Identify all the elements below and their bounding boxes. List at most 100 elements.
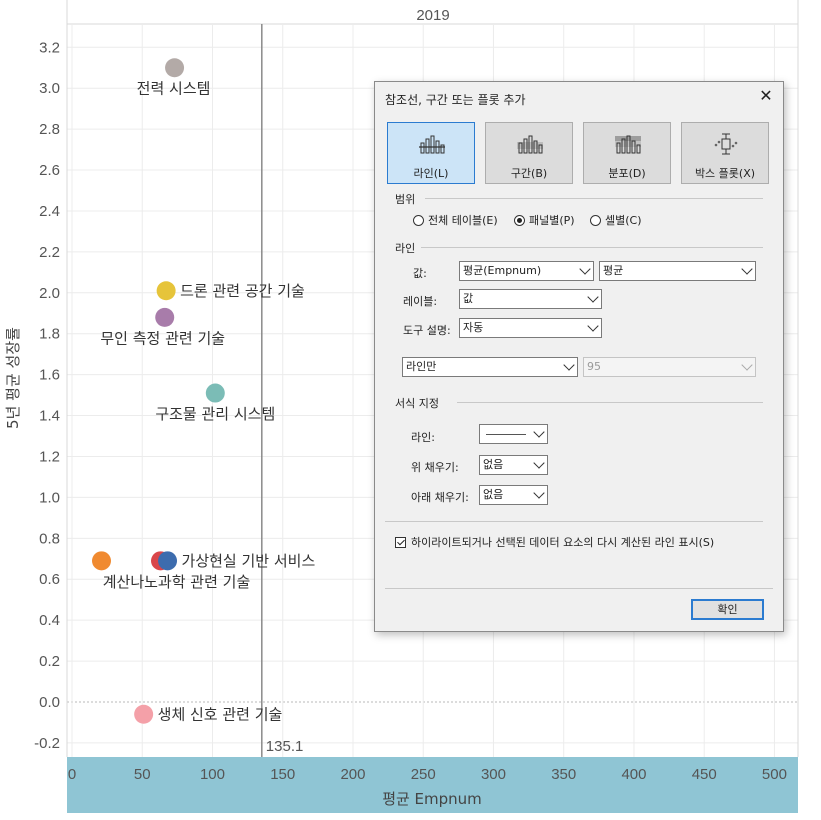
data-point[interactable]: [155, 307, 175, 327]
y-tick-label: 1.8: [39, 326, 60, 343]
close-icon[interactable]: ✕: [759, 86, 773, 105]
line-mode-icon: [419, 135, 445, 154]
x-tick-label: 400: [621, 766, 646, 783]
scope-table-radio[interactable]: 전체 테이블(E): [413, 212, 498, 227]
x-tick-label: 150: [270, 766, 295, 783]
radio-icon: [590, 215, 601, 226]
y-tick-label: -0.2: [34, 735, 60, 752]
value-agg-text: 평균: [603, 264, 624, 277]
chevron-down-icon: [533, 457, 545, 469]
data-point[interactable]: [165, 58, 185, 78]
format-line-label: 라인:: [411, 431, 435, 444]
x-axis-band: [67, 757, 798, 813]
chevron-down-icon: [563, 359, 575, 371]
confidence-text: 95: [587, 360, 601, 373]
mode-band-button[interactable]: 구간(B): [485, 122, 573, 184]
below-fill-select[interactable]: 없음: [479, 485, 548, 505]
label-select[interactable]: 값: [459, 289, 602, 309]
checkbox-checked-icon: [395, 537, 406, 548]
data-point[interactable]: [205, 383, 225, 403]
y-tick-label: 2.2: [39, 244, 60, 261]
y-tick-label: 0.8: [39, 530, 60, 547]
value-aggregation-select[interactable]: 평균: [599, 261, 756, 281]
line-type-text: 라인만: [406, 360, 437, 373]
header-band: [67, 0, 798, 24]
format-section-label: 서식 지정: [395, 397, 439, 410]
mode-line-button[interactable]: 라인(L): [387, 122, 475, 184]
data-point[interactable]: [134, 704, 154, 724]
y-tick-label: 1.6: [39, 367, 60, 384]
chevron-down-icon: [579, 263, 591, 275]
mode-boxplot-label: 박스 플롯(X): [694, 167, 756, 180]
tooltip-label: 도구 설명:: [403, 324, 451, 337]
x-tick-label: 250: [411, 766, 436, 783]
reference-line-label: 135.1: [266, 738, 304, 755]
point-label: 생체 신호 관련 기술: [158, 705, 283, 723]
data-point[interactable]: [156, 281, 176, 301]
distribution-mode-icon: [615, 135, 641, 154]
line-type-select[interactable]: 라인만: [402, 357, 578, 377]
scope-table-label: 전체 테이블(E): [428, 214, 498, 227]
chevron-down-icon: [533, 487, 545, 499]
band-mode-icon: [517, 135, 543, 154]
data-point[interactable]: [158, 551, 178, 571]
label-label: 레이블:: [403, 295, 438, 308]
checkbox-label: 하이라이트되거나 선택된 데이터 요소의 다시 계산된 라인 표시(S): [411, 536, 715, 549]
reference-line-dialog: 참조선, 구간 또는 플롯 추가 ✕ 라인(L) 구간(B) 분포(D) 박스 …: [374, 81, 784, 632]
tooltip-select-text: 자동: [463, 321, 484, 334]
y-axis-ticks: -0.2 0.0 0.2 0.4 0.6 0.8 1.0 1.2 1.4 1.6 1.8 2.0 2.2…: [34, 39, 60, 752]
data-point[interactable]: [92, 551, 112, 571]
chevron-down-icon: [533, 426, 545, 438]
y-tick-label: 0.6: [39, 571, 60, 588]
point-label: 계산나노과학 관련 기술: [103, 573, 251, 591]
above-fill-select[interactable]: 없음: [479, 455, 548, 475]
scope-cell-radio[interactable]: 셀별(C): [590, 212, 642, 227]
ok-button[interactable]: 확인: [691, 599, 764, 620]
chevron-down-icon: [587, 320, 599, 332]
mode-band-label: 구간(B): [510, 167, 548, 180]
y-tick-label: 0.0: [39, 694, 60, 711]
chevron-down-icon: [741, 263, 753, 275]
radio-icon: [413, 215, 424, 226]
below-fill-label: 아래 채우기:: [411, 491, 469, 504]
line-style-swatch: [486, 433, 526, 435]
value-field-select[interactable]: 평균(Empnum): [459, 261, 594, 281]
y-tick-label: 1.0: [39, 489, 60, 506]
value-field-text: 평균(Empnum): [463, 264, 542, 277]
tooltip-select[interactable]: 자동: [459, 318, 602, 338]
y-tick-label: 3.2: [39, 39, 60, 56]
x-tick-label: 350: [551, 766, 576, 783]
radio-selected-icon: [514, 215, 525, 226]
above-fill-text: 없음: [483, 458, 504, 471]
mode-boxplot-button[interactable]: 박스 플롯(X): [681, 122, 769, 184]
line-style-select[interactable]: [479, 424, 548, 444]
x-tick-label: 450: [692, 766, 717, 783]
mode-line-label: 라인(L): [413, 167, 449, 180]
below-fill-text: 없음: [483, 488, 504, 501]
chevron-down-icon: [741, 359, 753, 371]
x-tick-label: 500: [762, 766, 787, 783]
x-tick-label: 100: [200, 766, 225, 783]
scope-pane-label: 패널별(P): [529, 214, 575, 227]
y-axis-title: 5년 평균 성장률: [4, 327, 22, 429]
chevron-down-icon: [587, 291, 599, 303]
confidence-select: 95: [583, 357, 756, 377]
y-tick-label: 2.6: [39, 162, 60, 179]
scope-pane-radio[interactable]: 패널별(P): [514, 212, 575, 227]
x-tick-label: 0: [68, 766, 76, 783]
recalculated-line-checkbox[interactable]: 하이라이트되거나 선택된 데이터 요소의 다시 계산된 라인 표시(S): [395, 534, 714, 550]
above-fill-label: 위 채우기:: [411, 461, 459, 474]
y-tick-label: 2.4: [39, 203, 60, 220]
y-tick-label: 0.2: [39, 653, 60, 670]
y-tick-label: 2.8: [39, 121, 60, 138]
point-label: 드론 관련 공간 기술: [180, 282, 305, 300]
y-tick-label: 1.4: [39, 408, 60, 425]
mode-distribution-label: 분포(D): [608, 167, 646, 180]
y-tick-label: 1.2: [39, 448, 60, 465]
mode-distribution-button[interactable]: 분포(D): [583, 122, 671, 184]
y-tick-label: 3.0: [39, 80, 60, 97]
y-tick-label: 2.0: [39, 285, 60, 302]
x-axis-ticks: 0 50 100 150 200 250 300 350 400 450 500: [68, 766, 787, 783]
point-label: 가상현실 기반 서비스: [182, 552, 316, 570]
